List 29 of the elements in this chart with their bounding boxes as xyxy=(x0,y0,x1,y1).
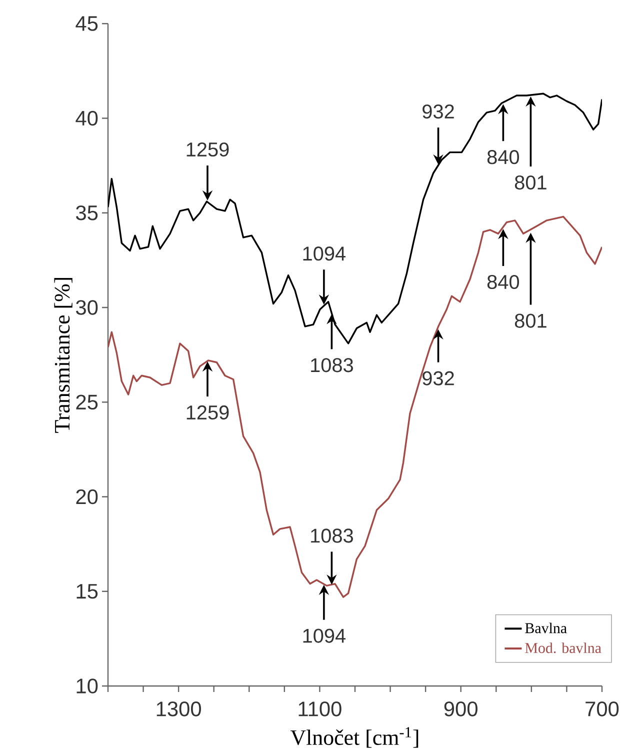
annotation: 1259 xyxy=(186,142,229,157)
y-tick-label: 40 xyxy=(76,110,98,126)
y-tick-label: 25 xyxy=(76,394,98,410)
y-tick-label: 35 xyxy=(76,205,98,220)
annotation: 840 xyxy=(488,150,520,164)
annotation: 1094 xyxy=(303,628,346,643)
annotation: 932 xyxy=(422,104,454,119)
legend-label: Mod. bavlna xyxy=(525,642,602,654)
annotation: 801 xyxy=(515,175,546,190)
annotation: 932 xyxy=(422,371,454,386)
y-tick-label: 10 xyxy=(76,678,98,694)
x-axis-title: Vlnočet [cm$^{-1}$] xyxy=(290,727,418,748)
line-series xyxy=(108,216,602,598)
annotation: 1259 xyxy=(186,405,229,420)
annotation: 840 xyxy=(488,274,520,290)
x-tick-label: 1100 xyxy=(298,702,342,716)
y-tick-label: 30 xyxy=(76,300,98,315)
annotation: 1094 xyxy=(303,246,346,261)
legend-label: Bavlna xyxy=(525,622,567,634)
x-tick-label: 900 xyxy=(444,702,478,716)
y-axis-title: Transmitance [%] xyxy=(54,278,72,433)
y-tick-label: 45 xyxy=(76,16,98,31)
annotation: 1083 xyxy=(311,528,354,543)
y-tick-label: 20 xyxy=(76,489,98,504)
y-tick-label: 15 xyxy=(76,584,98,599)
x-tick-label: 700 xyxy=(586,702,619,716)
annotation: 1083 xyxy=(311,358,354,372)
x-tick-label: 1300 xyxy=(156,702,202,716)
annotation: 801 xyxy=(515,314,546,328)
